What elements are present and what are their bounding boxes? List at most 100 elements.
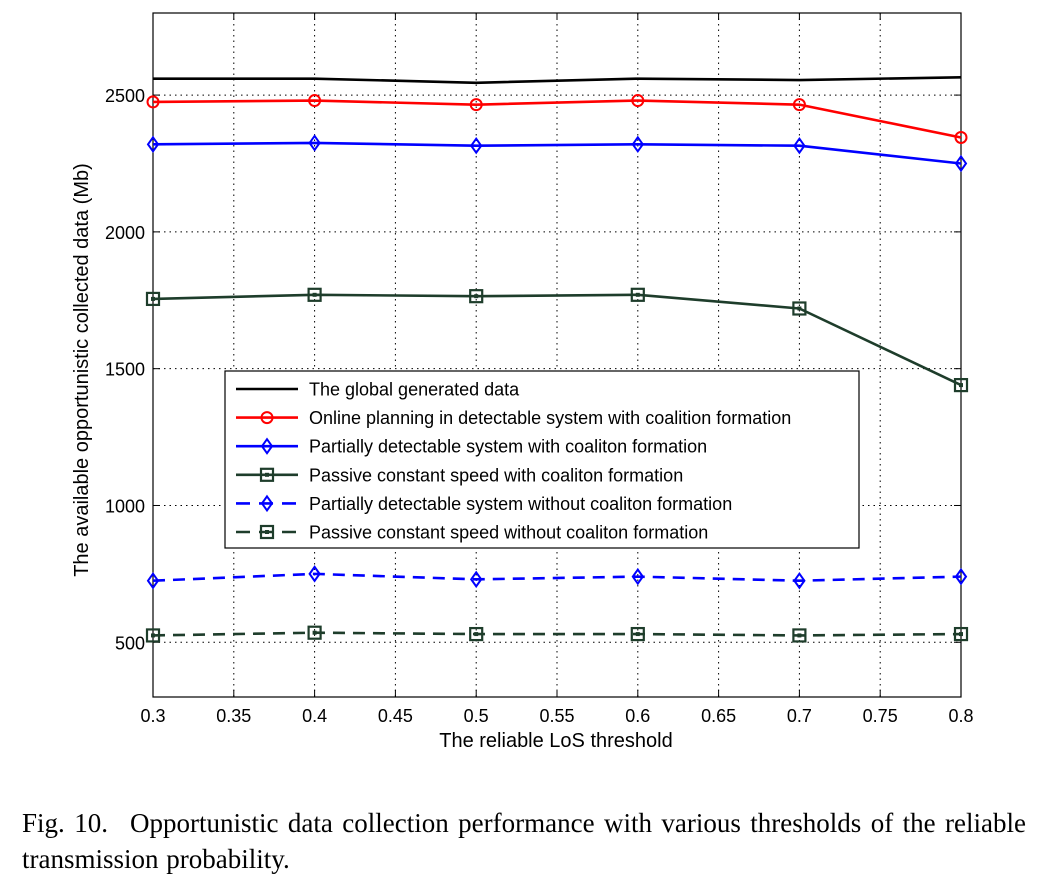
data-point-marker bbox=[953, 377, 969, 393]
data-point-marker bbox=[631, 94, 645, 108]
data-point-marker-core bbox=[474, 294, 479, 299]
y-tick-label: 2000 bbox=[105, 223, 145, 243]
series-line bbox=[152, 631, 962, 637]
data-point-marker bbox=[793, 571, 806, 590]
legend-label: Partially detectable system with coalito… bbox=[309, 437, 707, 457]
data-point-marker bbox=[307, 287, 322, 302]
data-point-marker bbox=[793, 136, 806, 155]
data-point-marker bbox=[631, 567, 645, 586]
data-point-marker bbox=[146, 571, 160, 590]
legend-item: Passive constant speed without coaliton … bbox=[236, 523, 708, 543]
data-point-marker bbox=[792, 98, 806, 112]
legend-marker bbox=[259, 524, 275, 540]
series-line bbox=[153, 75, 962, 85]
figure-caption: Fig. 10. Opportunistic data collection pe… bbox=[22, 805, 1026, 877]
data-point-marker-core bbox=[797, 306, 802, 311]
x-tick-label: 0.6 bbox=[625, 706, 650, 726]
x-tick-label: 0.45 bbox=[378, 706, 413, 726]
data-point-marker bbox=[953, 626, 969, 642]
series-5 bbox=[146, 565, 968, 590]
data-point-marker bbox=[307, 625, 322, 640]
data-point-marker-core bbox=[151, 633, 155, 638]
x-tick-label: 0.55 bbox=[539, 706, 574, 726]
y-tick-label: 500 bbox=[115, 633, 145, 653]
data-point-marker bbox=[469, 626, 484, 642]
grid bbox=[153, 13, 961, 697]
x-tick-label: 0.75 bbox=[863, 706, 898, 726]
legend-item: Passive constant speed with coaliton for… bbox=[236, 465, 683, 485]
series-lines bbox=[145, 75, 969, 643]
x-tick-label: 0.5 bbox=[464, 706, 489, 726]
data-point-marker bbox=[630, 287, 645, 302]
data-point-marker bbox=[308, 565, 321, 583]
legend-marker bbox=[260, 494, 274, 513]
data-point-marker bbox=[630, 626, 645, 642]
series-line bbox=[152, 141, 962, 165]
series-line bbox=[152, 99, 962, 139]
data-point-marker bbox=[469, 570, 483, 589]
legend-item: Partially detectable system with coalito… bbox=[236, 437, 707, 457]
y-tick-label: 2500 bbox=[105, 86, 145, 106]
data-point-marker bbox=[792, 301, 807, 316]
data-point-marker-core bbox=[959, 383, 963, 388]
x-tick-label: 0.65 bbox=[701, 706, 736, 726]
x-tick-label: 0.7 bbox=[787, 706, 812, 726]
x-tick-label: 0.35 bbox=[216, 706, 251, 726]
legend-box bbox=[224, 370, 860, 549]
legend-marker-core bbox=[265, 472, 269, 477]
data-point-marker bbox=[469, 136, 483, 155]
legend-label: Partially detectable system without coal… bbox=[309, 494, 732, 514]
data-point-marker-core bbox=[312, 630, 317, 635]
legend: The global generated data Online planning… bbox=[224, 370, 860, 549]
legend-marker bbox=[259, 467, 275, 482]
data-point-marker bbox=[308, 134, 321, 152]
x-axis-label: The reliable LoS threshold bbox=[439, 730, 672, 752]
data-point-marker-core bbox=[151, 296, 155, 301]
data-point-marker-core bbox=[635, 632, 640, 637]
y-axis-label: The available opportunistic collected da… bbox=[71, 163, 93, 577]
data-point-marker bbox=[469, 289, 484, 304]
data-point-marker bbox=[145, 628, 161, 643]
data-point-marker-core bbox=[797, 633, 802, 638]
data-point-marker-core bbox=[312, 292, 317, 297]
series-4 bbox=[145, 287, 969, 393]
y-tick-label: 1500 bbox=[105, 360, 145, 380]
data-point-marker-core bbox=[474, 632, 479, 637]
data-point-marker bbox=[954, 567, 968, 586]
series-1 bbox=[153, 75, 962, 85]
data-point-marker bbox=[308, 94, 322, 108]
legend-item: Partially detectable system without coal… bbox=[236, 494, 732, 514]
legend-label: Online planning in detectable system wit… bbox=[309, 408, 791, 428]
axis-ticks: 0.3 0.35 0.4 0.45 0.5 0.55 0.6 0.65 0.7 0.75 0.8 50… bbox=[105, 13, 974, 726]
data-point-marker bbox=[469, 98, 483, 112]
y-tick-label: 1000 bbox=[105, 496, 145, 516]
legend-marker bbox=[260, 411, 274, 425]
data-point-marker bbox=[146, 95, 160, 109]
x-tick-label: 0.8 bbox=[948, 706, 973, 726]
data-point-marker bbox=[631, 135, 645, 154]
legend-label: Passive constant speed with coaliton for… bbox=[309, 465, 683, 485]
series-6 bbox=[145, 625, 969, 643]
legend-marker bbox=[260, 437, 274, 455]
x-tick-label: 0.4 bbox=[302, 706, 327, 726]
series-line bbox=[152, 572, 962, 583]
series-line bbox=[152, 293, 962, 387]
series-3 bbox=[146, 134, 968, 173]
data-point-marker bbox=[954, 154, 968, 173]
data-point-marker-core bbox=[959, 632, 963, 637]
legend-item: The global generated data bbox=[236, 380, 520, 400]
legend-label: Passive constant speed without coaliton … bbox=[309, 523, 708, 543]
figure-caption-text: Opportunistic data collection performanc… bbox=[22, 808, 1026, 874]
data-point-marker bbox=[792, 628, 807, 643]
data-point-marker bbox=[145, 291, 161, 307]
x-tick-label: 0.3 bbox=[140, 706, 165, 726]
legend-item: Online planning in detectable system wit… bbox=[236, 408, 791, 428]
legend-marker-core bbox=[265, 530, 269, 534]
data-point-marker-core bbox=[635, 292, 640, 297]
legend-label: The global generated data bbox=[309, 380, 520, 400]
data-point-marker bbox=[954, 130, 968, 144]
figure-caption-label: Fig. 10. bbox=[22, 808, 108, 838]
series-2 bbox=[146, 94, 968, 144]
data-point-marker bbox=[146, 135, 160, 154]
